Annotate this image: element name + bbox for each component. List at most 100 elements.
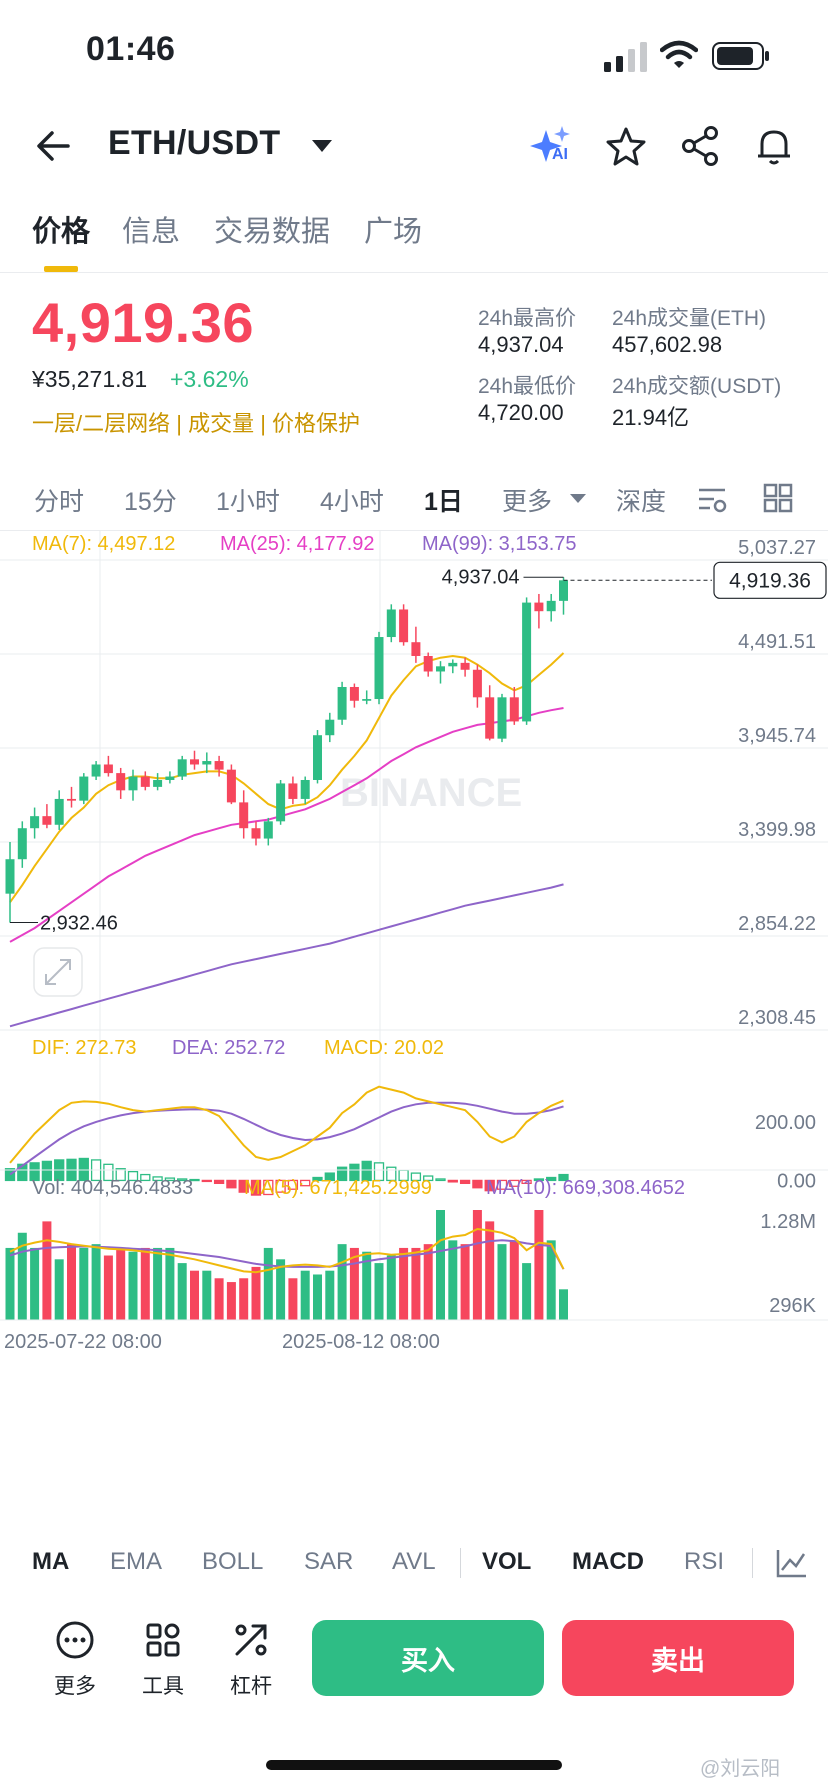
link-price-protection[interactable]: 价格保护 <box>272 411 361 436</box>
volume-bar <box>42 1221 52 1320</box>
indicator-boll[interactable]: BOLL <box>202 1548 264 1575</box>
macd-histogram-bar <box>263 1179 274 1196</box>
vol-axis-label: 296K <box>769 1295 816 1317</box>
candle-body <box>399 609 409 643</box>
macd-axis-label: 200.00 <box>755 1112 816 1134</box>
candle-body <box>288 783 298 799</box>
interval-15m[interactable]: 15分 <box>124 488 177 516</box>
home-indicator <box>266 1760 562 1770</box>
link-volume[interactable]: 成交量 <box>188 411 255 436</box>
macd-dif-legend: DIF: 272.73 <box>32 1037 137 1059</box>
interval-depth[interactable]: 深度 <box>616 488 667 516</box>
candle-body <box>140 776 150 787</box>
ma99-legend: MA(99): 3,153.75 <box>422 533 577 555</box>
indicator-avl[interactable]: AVL <box>392 1548 436 1575</box>
volume-bar <box>202 1270 212 1320</box>
volume-bar <box>79 1247 89 1320</box>
tools-label: 工具 <box>142 1675 184 1698</box>
star-icon[interactable] <box>604 124 648 168</box>
price-axis-label: 3,399.98 <box>738 819 816 841</box>
pair-dropdown-caret-icon[interactable] <box>312 140 332 152</box>
macd-histogram-bar <box>533 1178 545 1182</box>
volume-bar <box>374 1263 384 1320</box>
layout-grid-icon[interactable] <box>762 482 794 514</box>
macd-histogram-bar <box>447 1179 458 1183</box>
volume-bar <box>91 1244 101 1320</box>
macd-dif-line <box>9 1085 564 1164</box>
interval-1d[interactable]: 1日 <box>424 488 463 516</box>
high-value: 4,937.04 <box>478 332 564 357</box>
last-price-tag-label: 4,919.36 <box>729 569 811 592</box>
candle-body <box>239 802 249 829</box>
bell-icon[interactable] <box>752 124 796 168</box>
volume-bar <box>263 1247 273 1320</box>
volume-eth-value: 457,602.98 <box>612 332 723 357</box>
sell-button[interactable]: 卖出 <box>562 1620 794 1696</box>
interval-more[interactable]: 更多 <box>502 488 553 516</box>
candle-body <box>165 776 175 780</box>
candle-body <box>116 773 126 791</box>
interval-4h[interactable]: 4小时 <box>320 488 384 516</box>
more-button[interactable]: 更多 <box>40 1620 110 1700</box>
indicator-ma[interactable]: MA <box>32 1548 70 1575</box>
buy-button[interactable]: 买入 <box>312 1620 544 1696</box>
x-axis-label: 2025-07-22 08:00 <box>4 1331 162 1353</box>
indicator-macd[interactable]: MACD <box>572 1548 644 1575</box>
volume-usdt-label: 24h成交额(USDT) <box>612 375 782 398</box>
candle-body <box>448 662 458 667</box>
ma99-line <box>9 883 564 1028</box>
volume-bar <box>177 1263 187 1320</box>
tools-grid-icon <box>146 1623 180 1657</box>
volume-bar <box>190 1270 199 1320</box>
share-icon[interactable] <box>678 124 722 168</box>
volume-bar <box>349 1247 359 1320</box>
section-tabs: 价格 信息 交易数据 广场 <box>0 208 828 273</box>
macd-histogram-bar <box>373 1162 385 1182</box>
back-arrow-icon[interactable] <box>34 128 74 164</box>
indicator-sar[interactable]: SAR <box>304 1548 354 1575</box>
macd-histogram-bar <box>459 1179 471 1185</box>
volume-bar <box>30 1247 40 1320</box>
cellular-signal-icon <box>604 42 647 72</box>
ma25-legend: MA(25): 4,177.92 <box>220 533 375 555</box>
more-caret-icon[interactable] <box>570 494 586 503</box>
macd-histogram-bar <box>115 1168 126 1182</box>
tab-square[interactable]: 广场 <box>364 216 423 248</box>
low-value: 4,720.00 <box>478 400 564 425</box>
leverage-button[interactable]: 杠杆 <box>216 1620 286 1700</box>
volume-bar <box>509 1240 519 1320</box>
wifi-icon <box>660 40 698 68</box>
indicator-rsi[interactable]: RSI <box>684 1548 725 1575</box>
macd-histogram-bar <box>496 1179 508 1190</box>
tools-button[interactable]: 工具 <box>128 1620 198 1700</box>
macd-histogram-bar <box>152 1176 163 1182</box>
link-layer-network[interactable]: 一层/二层网络 <box>32 411 171 436</box>
candle-body <box>497 697 507 739</box>
candle-body <box>79 776 89 801</box>
candle-body <box>5 859 15 894</box>
volume-bar <box>485 1221 495 1320</box>
chart-settings-icon[interactable] <box>696 482 728 516</box>
price-change-percent: +3.62% <box>170 366 249 392</box>
leverage-label: 杠杆 <box>230 1675 272 1698</box>
macd-histogram-bar <box>201 1179 212 1183</box>
ai-sparkle-icon[interactable]: AI <box>530 124 574 168</box>
tab-info[interactable]: 信息 <box>122 216 181 248</box>
interval-1h[interactable]: 1小时 <box>216 488 280 516</box>
candle-body <box>17 828 27 860</box>
macd-histogram-bar <box>275 1179 286 1193</box>
indicator-chart-icon[interactable] <box>776 1548 808 1578</box>
trading-pair-title[interactable]: ETH/USDT <box>108 124 281 162</box>
volume-bar <box>448 1240 458 1320</box>
macd-histogram-bar <box>300 1179 311 1187</box>
tab-price[interactable]: 价格 <box>32 216 91 248</box>
macd-histogram-bar <box>336 1166 348 1182</box>
kline-chart[interactable]: 5,037.27 4,491.51 3,945.74 3,399.98 2,854.22… <box>0 530 828 1530</box>
indicator-ema[interactable]: EMA <box>110 1548 163 1575</box>
volume-bar <box>128 1251 138 1320</box>
interval-time[interactable]: 分时 <box>34 488 85 516</box>
indicator-vol[interactable]: VOL <box>482 1548 532 1575</box>
macd-histogram-bar <box>250 1179 262 1196</box>
macd-histogram-bar <box>423 1175 434 1182</box>
tab-trading-data[interactable]: 交易数据 <box>214 216 331 248</box>
